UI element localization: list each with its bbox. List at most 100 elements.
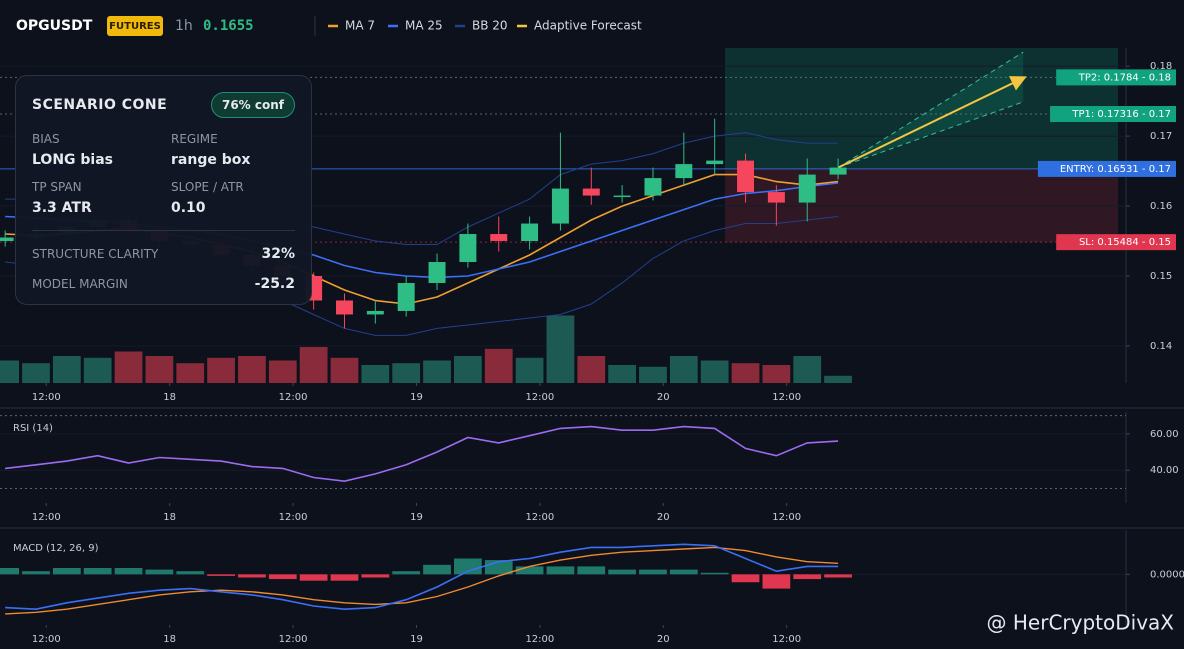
metric-label: STRUCTURE CLARITY (32, 247, 159, 261)
volume-bar (176, 363, 205, 383)
x-tick-label: 18 (163, 392, 176, 403)
legend-label: Adaptive Forecast (534, 19, 642, 33)
volume-bar (731, 363, 760, 383)
confidence: 76% conf (210, 92, 295, 118)
level-label: TP1: 0.17316 - 0.17 (1071, 109, 1171, 120)
macd-histogram (546, 566, 575, 575)
x-tick-label: 12:00 (279, 634, 308, 645)
interval: 1h (175, 18, 193, 34)
candle-body (459, 234, 477, 263)
macd-histogram (114, 568, 143, 575)
x-tick-label: 12:00 (525, 392, 554, 403)
field-label: REGIME (171, 132, 218, 146)
candle-body (397, 282, 415, 311)
macd-histogram (207, 574, 235, 576)
level-label: TP2: 0.1784 - 0.18 (1078, 72, 1171, 83)
macd-histogram (639, 569, 667, 575)
macd-histogram (0, 568, 20, 575)
macd-line (5, 543, 839, 611)
card-fields: BIAS LONG bias REGIME range box TP SPAN 3.3… (32, 132, 295, 216)
x-tick-label: 19 (410, 512, 423, 523)
candle-body (366, 310, 384, 315)
field: SLOPE / ATR 0.10 (171, 180, 295, 216)
volume-bar (83, 357, 112, 383)
candle-body (767, 192, 785, 203)
x-tick-label: 18 (163, 634, 176, 645)
x-tick-label: 12:00 (32, 634, 61, 645)
volume-bar (52, 356, 81, 383)
volume-bar (145, 356, 174, 383)
macd-histogram (22, 571, 50, 575)
volume-bar (392, 363, 421, 383)
metric-value: -25.2 (254, 276, 295, 292)
rsi-title: RSI (14) (13, 423, 53, 434)
field: REGIME range box (171, 132, 295, 168)
forecast-lower (837, 101, 1024, 169)
x-tick-label: 12:00 (772, 634, 801, 645)
macd-histogram (608, 569, 637, 575)
volume-bar (824, 375, 852, 383)
candle-body (521, 223, 539, 242)
x-tick-label: 12:00 (32, 392, 61, 403)
field-label: BIAS (32, 132, 60, 146)
y-tick-label: 40.00 (1150, 465, 1179, 476)
metric-label: MODEL MARGIN (32, 277, 128, 291)
candle-body (551, 188, 569, 224)
macd-histogram (762, 574, 791, 589)
level-label-bg (1056, 69, 1176, 86)
macd-histogram (669, 569, 698, 575)
field-label: SLOPE / ATR (171, 180, 244, 194)
field-value: LONG bias (32, 152, 114, 168)
macd-histogram (83, 568, 112, 575)
legend-label: MA 7 (345, 19, 375, 33)
macd-histogram (238, 574, 266, 578)
macd-histogram (423, 564, 451, 575)
forecast-upper (837, 51, 1024, 169)
level-label: ENTRY: 0.16531 - 0.17 (1060, 164, 1171, 175)
candle-body (644, 178, 662, 196)
volume-bar (361, 365, 390, 383)
volume-bar (423, 360, 451, 383)
macd-histogram (268, 574, 297, 580)
badge: FUTURES (109, 21, 161, 32)
card-title: SCENARIO CONE (32, 97, 168, 113)
volume-bar (639, 366, 667, 383)
candle-body (737, 160, 755, 193)
field: BIAS LONG bias (32, 132, 171, 168)
macd-histogram (361, 574, 390, 578)
y-tick-label: 0.17 (1150, 131, 1172, 142)
metric-value: 32% (261, 246, 295, 262)
x-tick-label: 19 (410, 634, 423, 645)
volume-bar (515, 357, 544, 383)
x-tick-label: 19 (410, 392, 423, 403)
candle-body (798, 174, 816, 203)
candle-body (613, 195, 631, 198)
field-value: range box (171, 152, 251, 168)
macd-histogram (700, 572, 729, 575)
volume-bar (330, 357, 359, 383)
sl-zone (724, 168, 1118, 243)
macd-histogram (299, 574, 328, 581)
volume-bar (577, 356, 606, 383)
x-tick-label: 12:00 (279, 512, 308, 523)
macd-histogram (392, 571, 421, 575)
macd-histogram (176, 571, 205, 575)
volume-bar (669, 356, 698, 383)
level-label-bg (1056, 234, 1176, 251)
scenario-card: SCENARIO CONE 76% conf BIAS LONG bias REG… (15, 75, 312, 305)
macd-histogram (515, 566, 544, 575)
volume-bar (0, 360, 20, 383)
y-tick-label: 0.15 (1150, 271, 1172, 282)
macd-histogram (731, 574, 760, 583)
x-tick-label: 12:00 (32, 512, 61, 523)
field: TP SPAN 3.3 ATR (32, 180, 171, 216)
x-tick-label: 12:00 (525, 512, 554, 523)
field-value: 3.3 ATR (32, 200, 92, 216)
x-tick-label: 12:00 (772, 512, 801, 523)
x-tick-label: 20 (657, 634, 670, 645)
candle-body (675, 164, 693, 179)
watermark: @ HerCryptoDivaX (987, 611, 1175, 635)
x-tick-label: 20 (657, 392, 670, 403)
